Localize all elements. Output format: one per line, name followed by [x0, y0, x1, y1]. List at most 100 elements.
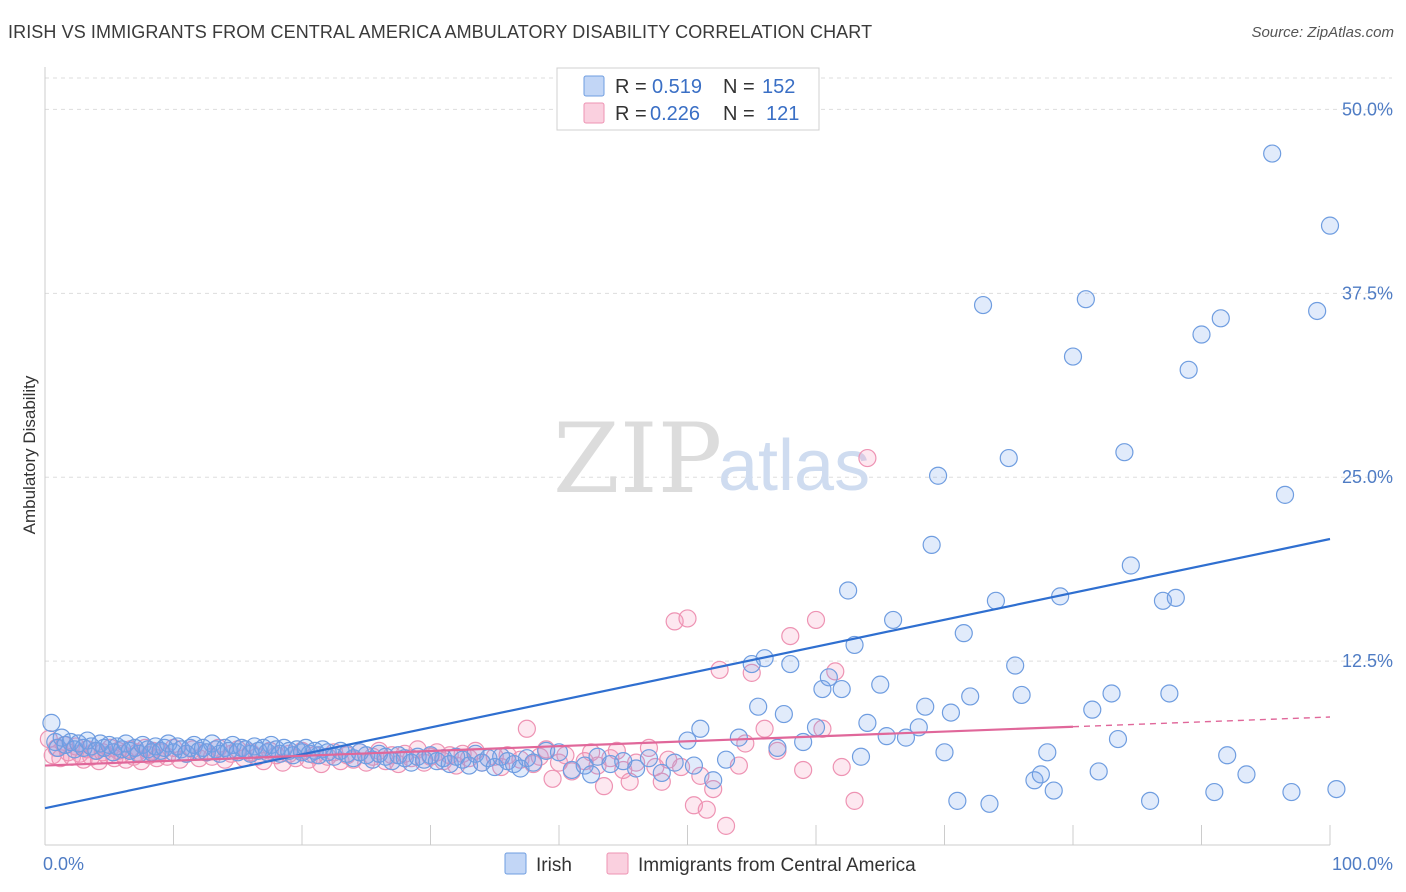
legend-r-label-irish: R =	[615, 76, 647, 98]
irish-point	[1121, 556, 1140, 575]
x-tick-label: 100.0%	[1332, 854, 1393, 874]
y-axis-label: Ambulatory Disability	[20, 375, 39, 534]
irish-point	[42, 713, 61, 732]
irish-point	[1308, 301, 1327, 321]
legend-box	[556, 67, 820, 131]
irish-point	[1006, 656, 1025, 675]
series-central-america-points	[39, 448, 877, 835]
central-america-point	[678, 609, 697, 628]
irish-point	[1063, 347, 1083, 366]
axes	[44, 67, 1331, 846]
irish-point	[935, 743, 954, 762]
irish-point	[806, 718, 826, 737]
chart-title: IRISH VS IMMIGRANTS FROM CENTRAL AMERICA…	[8, 22, 873, 42]
central-america-point	[697, 800, 716, 819]
legend-r-value-central-america: 0.226	[650, 103, 700, 125]
legend-n-label-irish: N =	[723, 76, 755, 98]
central-america-point	[710, 660, 729, 680]
central-america-point	[517, 719, 536, 738]
bottom-legend-swatch-central-america	[606, 852, 629, 875]
irish-point	[845, 635, 864, 655]
legend-n-value-irish: 152	[762, 76, 795, 98]
irish-point	[549, 743, 569, 762]
y-tick-label: 50.0%	[1342, 99, 1393, 119]
irish-point	[1044, 781, 1063, 800]
irish-point	[1083, 700, 1102, 719]
central-america-point	[832, 757, 851, 777]
irish-point	[691, 719, 710, 738]
irish-point	[1320, 216, 1340, 235]
irish-point	[1211, 309, 1230, 328]
irish-point	[1192, 325, 1211, 344]
legend: R = 0.519 N = 152 R = 0.226 N = 121	[556, 67, 820, 131]
central-america-point	[845, 791, 864, 810]
irish-point	[819, 668, 838, 687]
trend-lines	[44, 537, 1331, 810]
trend-line-central-america	[44, 725, 1074, 767]
central-america-point	[755, 719, 774, 738]
irish-point	[839, 581, 858, 600]
central-america-point	[543, 769, 562, 788]
legend-r-value-irish: 0.519	[652, 76, 702, 98]
irish-point	[851, 747, 871, 766]
irish-point	[1089, 762, 1108, 781]
legend-n-label-central-america: N =	[723, 103, 755, 125]
y-tick-label: 12.5%	[1342, 651, 1393, 671]
source-credit: Source: ZipAtlas.com	[1251, 24, 1394, 41]
central-america-point	[716, 816, 736, 835]
irish-point	[858, 713, 877, 732]
x-tick-labels: 0.0% 100.0%	[43, 854, 1393, 874]
irish-point	[1012, 685, 1031, 705]
y-tick-label: 25.0%	[1342, 467, 1393, 487]
central-america-point	[594, 777, 614, 796]
irish-point	[1327, 779, 1346, 799]
watermark-zip: ZIP	[553, 403, 722, 515]
bottom-legend-label-central-america: Immigrants from Central America	[638, 855, 916, 876]
legend-n-value-central-america: 121	[766, 103, 799, 125]
trend-line-irish	[44, 537, 1331, 810]
irish-point	[980, 794, 999, 813]
bottom-legend: Irish Immigrants from Central America	[504, 852, 916, 876]
irish-point	[1179, 360, 1198, 379]
irish-point	[973, 295, 993, 315]
irish-point	[774, 704, 793, 724]
central-america-point	[806, 610, 826, 630]
watermark-atlas: atlas	[718, 426, 870, 506]
irish-point	[813, 679, 832, 699]
irish-point	[684, 756, 704, 775]
irish-point	[871, 675, 890, 694]
irish-point	[1160, 684, 1179, 703]
bottom-legend-swatch-irish	[504, 852, 527, 875]
irish-point	[716, 750, 736, 769]
irish-point	[1102, 684, 1121, 703]
irish-point	[665, 753, 684, 772]
irish-point	[877, 727, 896, 746]
bottom-legend-label-irish: Irish	[536, 855, 572, 876]
irish-point	[1076, 290, 1095, 309]
irish-point	[639, 749, 659, 768]
irish-point	[954, 624, 973, 643]
irish-point	[582, 765, 601, 784]
irish-point	[941, 703, 961, 722]
y-tick-label: 37.5%	[1342, 283, 1393, 303]
irish-point	[1115, 443, 1134, 462]
irish-point	[626, 759, 646, 778]
irish-point	[999, 448, 1018, 468]
legend-r-label-central-america: R =	[615, 103, 647, 125]
central-america-point	[794, 760, 813, 780]
central-america-point	[858, 448, 877, 468]
trend-line-central-america-extension	[1072, 716, 1331, 728]
irish-point	[1263, 144, 1282, 163]
irish-point	[704, 771, 723, 790]
irish-point	[1038, 743, 1057, 762]
irish-point	[832, 679, 851, 699]
irish-point	[729, 728, 749, 747]
irish-point	[916, 697, 935, 716]
irish-point	[961, 687, 980, 706]
irish-point	[749, 697, 768, 716]
irish-point	[1140, 791, 1160, 810]
x-tick-label: 0.0%	[43, 854, 84, 874]
irish-point	[1237, 765, 1256, 784]
irish-point	[928, 466, 948, 485]
